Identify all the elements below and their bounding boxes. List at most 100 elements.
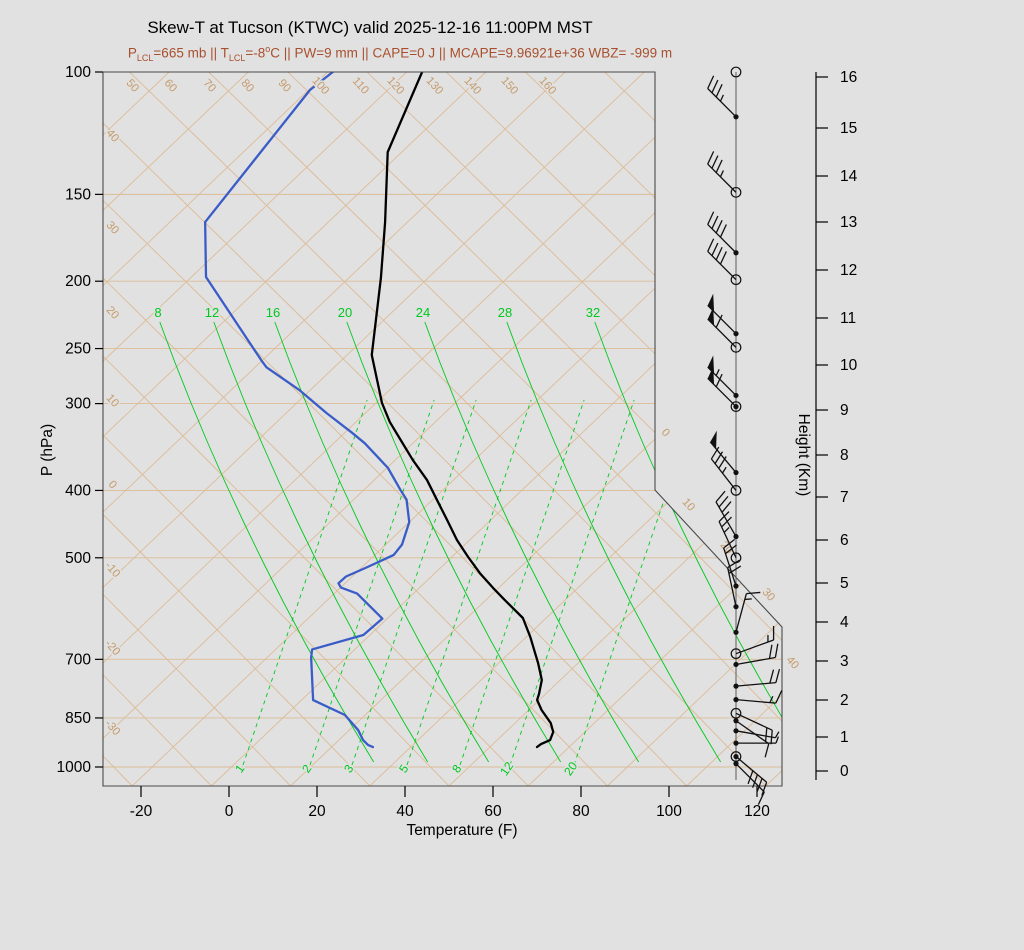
barb-full <box>711 215 719 229</box>
barb-half <box>715 369 720 376</box>
moist-adiabat-line <box>159 321 375 763</box>
station-dot <box>733 629 739 635</box>
dry-adiabat-line <box>103 72 291 786</box>
barb-flag <box>710 430 717 449</box>
height-tick-label: 9 <box>840 402 849 419</box>
wind-barb <box>733 643 779 668</box>
wind-barb <box>733 668 781 689</box>
pressure-tick-label: 700 <box>65 651 91 668</box>
height-tick-label: 1 <box>840 729 849 746</box>
station-dot <box>733 683 739 689</box>
mixing-ratio-label: 1 <box>232 762 247 776</box>
isotherm-line <box>607 72 782 786</box>
mixing-ratio-label: 2 <box>299 762 314 776</box>
dry-adiabat-line <box>103 72 608 786</box>
moist-adiabat-line <box>506 321 722 763</box>
barb-full <box>707 151 715 165</box>
isotherm-line <box>103 72 408 786</box>
height-tick-label: 2 <box>840 692 849 709</box>
height-tick-label: 14 <box>840 168 858 185</box>
temperature-tick-label: 60 <box>484 803 502 820</box>
isotherm-label-top: 160 <box>536 75 558 97</box>
subtitle-segment: =-8 <box>245 45 266 61</box>
barb-half <box>723 526 730 533</box>
dry-adiabat-line <box>281 72 782 786</box>
pressure-tick-label: 200 <box>65 273 91 290</box>
isotherm-line <box>103 72 645 786</box>
barb-full <box>719 224 727 238</box>
barb-full <box>714 451 724 464</box>
barb-full <box>775 690 783 704</box>
isotherm-label-left: -10 <box>102 560 122 580</box>
wind-barb <box>709 430 739 476</box>
dry-adiabat-line <box>202 72 782 786</box>
barb-full <box>715 219 723 234</box>
station-dot <box>733 761 739 767</box>
barb-flag <box>707 366 715 385</box>
barb-full <box>774 643 779 658</box>
pressure-tick-label: 300 <box>65 396 91 413</box>
pressure-tick-label: 400 <box>65 482 91 499</box>
barb-full <box>725 544 737 555</box>
barb-half <box>721 466 727 474</box>
moist-adiabat-line <box>594 321 782 763</box>
isotherm-label-left: 10 <box>103 392 120 410</box>
plot-area <box>103 72 1024 786</box>
barb-full <box>711 79 719 94</box>
isotherm-label-top: 60 <box>161 77 178 95</box>
moist-adiabat-line <box>424 321 640 763</box>
dry-adiabat-line <box>103 72 529 786</box>
height-tick-label: 13 <box>840 214 857 231</box>
isotherm-label-top: 80 <box>238 77 255 95</box>
subtitle-segment: C || PW=9 mm || CAPE=0 J || MCAPE=9.9692… <box>270 45 673 61</box>
moist-adiabat-label: 24 <box>416 305 430 320</box>
isotherm-line <box>103 72 566 786</box>
height-tick-label: 7 <box>840 489 849 506</box>
isotherm-label-top: 100 <box>309 75 331 97</box>
moist-adiabat-line <box>274 321 490 763</box>
wind-barb <box>707 75 739 120</box>
moist-adiabat-line <box>213 321 429 763</box>
wind-barb <box>733 718 770 758</box>
mixing-ratio-label: 5 <box>396 762 411 776</box>
wind-barb <box>707 238 742 286</box>
pressure-axis-title: P (hPa) <box>39 424 56 476</box>
station-dot <box>733 661 739 668</box>
wind-barb <box>710 446 742 496</box>
barb-full <box>715 314 723 328</box>
mixing-ratio-label: 12 <box>497 759 516 778</box>
pressure-tick-label: 150 <box>65 186 91 203</box>
isotherm-label-top: 90 <box>275 77 292 95</box>
isotherm-line <box>845 72 1024 786</box>
barb-flag <box>707 293 715 312</box>
subtitle-segment: LCL <box>136 53 154 64</box>
barb-full <box>756 778 763 792</box>
pressure-tick-label: 500 <box>65 550 91 567</box>
station-circle <box>730 274 742 286</box>
isotherm-line <box>103 72 249 786</box>
station-dot <box>733 250 739 256</box>
barb-half <box>769 695 774 703</box>
station-circle <box>730 648 742 660</box>
barb-full <box>715 490 726 503</box>
temperature-tick-label: 120 <box>744 803 770 820</box>
dry-adiabat-line <box>103 72 371 786</box>
moist-adiabat-label: 20 <box>338 305 352 320</box>
height-tick-label: 3 <box>840 653 849 670</box>
dry-adiabat-line <box>360 72 782 786</box>
mixing-ratio-line <box>573 399 699 766</box>
pressure-tick-label: 1000 <box>57 759 92 776</box>
dry-adiabat-line <box>122 72 782 786</box>
isotherm-line <box>369 72 782 786</box>
barb-full <box>727 559 740 569</box>
height-tick-label: 4 <box>840 614 849 631</box>
barb-full <box>761 782 768 796</box>
barb-full <box>721 501 732 513</box>
isotherm-label-right: 30 <box>759 586 776 604</box>
isotherm-label-top: 150 <box>498 75 520 97</box>
barb-full <box>757 791 765 805</box>
station-dot <box>733 753 739 760</box>
station-dot <box>733 728 739 734</box>
